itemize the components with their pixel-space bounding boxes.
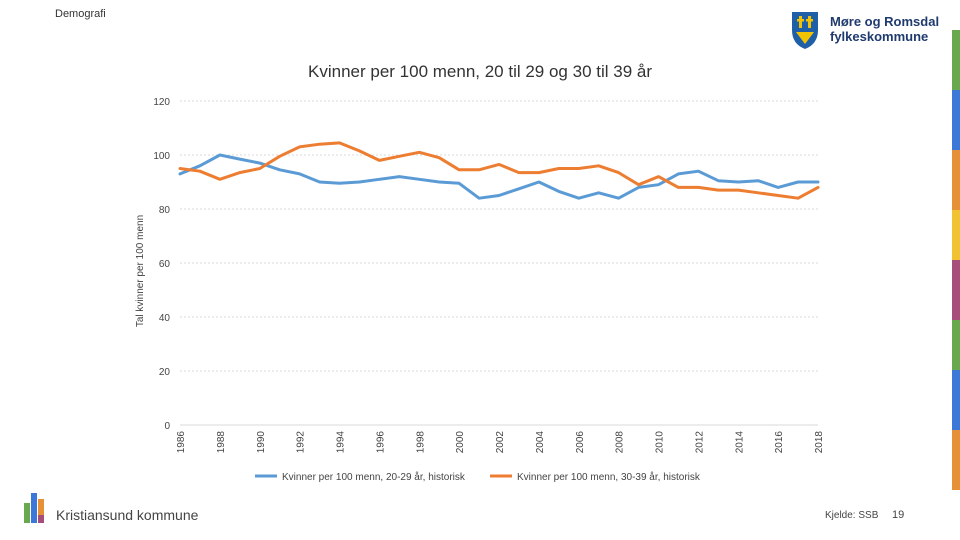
- decor-stripe: [952, 210, 960, 260]
- decor-stripe: [952, 260, 960, 320]
- x-tick-label: 2004: [535, 431, 546, 454]
- series-line-2: [178, 141, 820, 200]
- kristiansund-logo-icon: [24, 493, 46, 527]
- y-tick-label: 40: [159, 313, 171, 324]
- x-tick-label: 1986: [176, 431, 187, 454]
- y-tick-label: 100: [153, 151, 170, 162]
- x-tick-label: 1992: [296, 431, 307, 454]
- y-tick-label: 0: [164, 421, 170, 432]
- footer-org: Kristiansund kommune: [56, 507, 199, 523]
- source-label: Kjelde: SSB: [825, 510, 879, 521]
- decor-stripe: [952, 320, 960, 370]
- x-tick-label: 2006: [575, 431, 586, 454]
- x-tick-label: 2002: [495, 431, 506, 454]
- x-tick-label: 2014: [734, 431, 745, 454]
- decor-stripe: [952, 150, 960, 210]
- x-tick-label: 1994: [336, 431, 347, 454]
- y-tick-label: 120: [153, 97, 170, 108]
- logo-line-2: fylkeskommune: [830, 29, 929, 44]
- legend-label: Kvinner per 100 menn, 30-39 år, historis…: [517, 471, 701, 483]
- series-line-1: [178, 153, 820, 200]
- x-tick-label: 2010: [655, 431, 666, 454]
- decor-stripe: [952, 430, 960, 490]
- x-tick-label: 2016: [774, 431, 785, 454]
- y-tick-label: 20: [159, 367, 171, 378]
- x-tick-label: 1990: [256, 431, 267, 454]
- legend-label: Kvinner per 100 menn, 20-29 år, historis…: [282, 471, 466, 483]
- x-tick-label: 2000: [455, 431, 466, 454]
- x-tick-label: 1998: [415, 431, 426, 454]
- x-tick-label: 1988: [216, 431, 227, 454]
- decor-stripe: [952, 370, 960, 430]
- logo-line-1: Møre og Romsdal: [830, 14, 940, 29]
- x-tick-label: 2012: [694, 431, 705, 454]
- y-tick-label: 60: [159, 259, 171, 270]
- y-axis-label: Tal kvinner per 100 menn: [135, 215, 146, 327]
- x-tick-label: 1996: [375, 431, 386, 454]
- decor-stripe: [952, 90, 960, 150]
- y-tick-label: 80: [159, 205, 171, 216]
- section-label: Demografi: [55, 8, 106, 20]
- coat-of-arms-icon: [792, 12, 818, 49]
- page-number: 19: [892, 509, 905, 521]
- x-tick-label: 2018: [814, 431, 825, 454]
- county-logo: Møre og Romsdal fylkeskommune: [790, 10, 940, 54]
- chart-title: Kvinner per 100 menn, 20 til 29 og 30 ti…: [308, 62, 652, 81]
- decor-stripe: [952, 30, 960, 90]
- x-tick-label: 2008: [615, 431, 626, 454]
